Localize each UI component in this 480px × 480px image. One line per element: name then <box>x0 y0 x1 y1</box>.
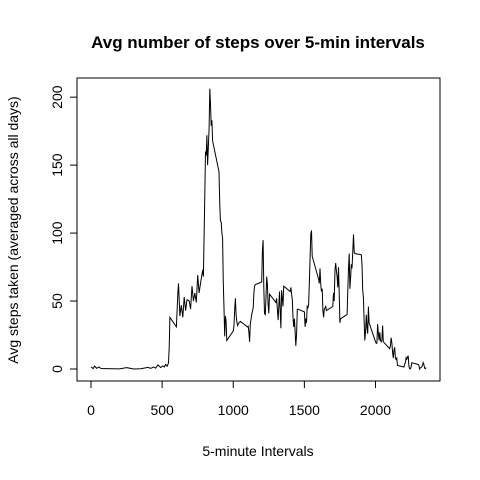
series-line <box>90 88 427 371</box>
y-axis: 0 50 100 150 200 <box>49 85 78 373</box>
x-tick-label: 500 <box>150 402 174 418</box>
x-axis: 0 500 1000 1500 2000 <box>87 380 391 418</box>
x-tick-label: 2000 <box>360 402 391 418</box>
y-tick-label: 200 <box>49 85 65 109</box>
x-tick-label: 0 <box>87 402 95 418</box>
x-axis-label: 5-minute Intervals <box>202 443 313 459</box>
y-tick-label: 150 <box>49 153 65 177</box>
y-axis-label: Avg steps taken (averaged across all day… <box>5 96 21 363</box>
y-tick-label: 50 <box>49 293 65 309</box>
x-tick-label: 1500 <box>289 402 320 418</box>
y-tick-label: 100 <box>49 221 65 245</box>
y-tick-label: 0 <box>49 365 65 373</box>
x-tick-label: 1000 <box>218 402 249 418</box>
chart-title: Avg number of steps over 5-min intervals <box>91 33 425 52</box>
